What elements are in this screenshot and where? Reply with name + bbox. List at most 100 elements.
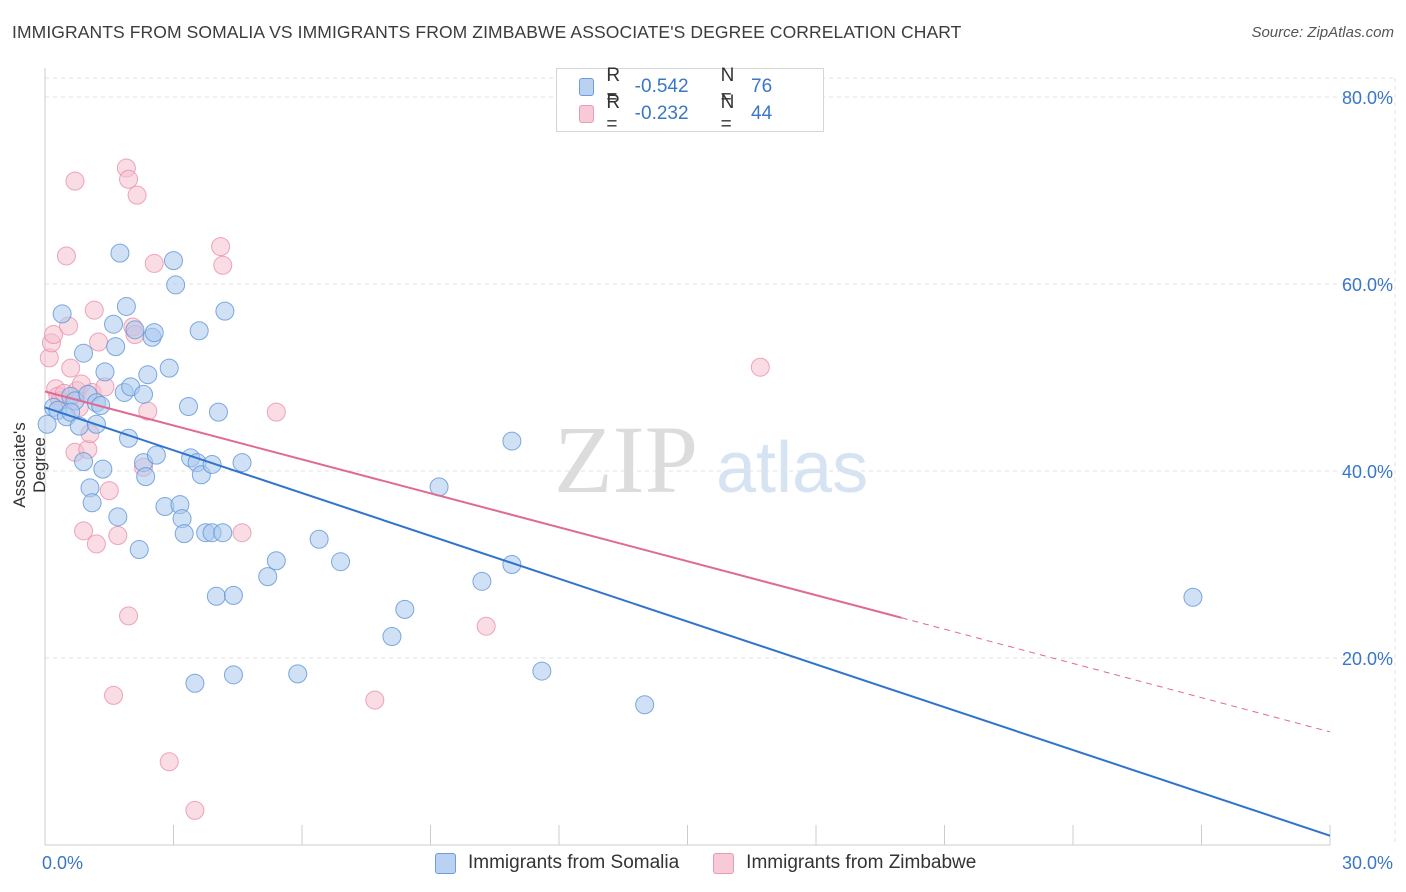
legend-n-value-zimbabwe: 44: [751, 103, 773, 124]
point-somalia: [164, 251, 183, 271]
point-somalia: [266, 551, 286, 571]
x-tick-label: 0.0%: [42, 853, 83, 873]
x-tick-label: 30.0%: [1342, 853, 1393, 873]
point-somalia: [146, 445, 166, 465]
legend-label-somalia: Immigrants from Somalia: [468, 852, 680, 873]
point-somalia: [110, 243, 130, 263]
point-zimbabwe: [74, 521, 94, 541]
point-zimbabwe: [86, 534, 106, 554]
legend-n-value-somalia: 76: [751, 76, 773, 97]
y-axis-label: Associate's Degree: [10, 422, 49, 508]
point-zimbabwe: [365, 690, 385, 710]
point-somalia: [74, 343, 94, 363]
point-zimbabwe: [44, 324, 64, 344]
point-somalia: [331, 552, 351, 572]
point-somalia: [532, 661, 552, 681]
y-tick-label: 40.0%: [1342, 462, 1393, 482]
y-tick-label: 60.0%: [1342, 275, 1393, 295]
point-somalia: [174, 524, 194, 544]
legend-r-label: R =: [606, 65, 621, 108]
legend-r-value-somalia: -0.542: [634, 76, 689, 97]
legend-item-zimbabwe: Immigrants from Zimbabwe: [713, 852, 976, 874]
watermark-zip: ZIP: [554, 406, 698, 513]
trend-line-somalia: [44, 406, 1331, 837]
point-zimbabwe: [213, 255, 233, 275]
point-somalia: [202, 454, 222, 474]
point-zimbabwe: [119, 169, 139, 189]
point-somalia: [472, 571, 492, 591]
point-somalia: [108, 507, 128, 527]
point-somalia: [382, 626, 402, 646]
point-somalia: [74, 452, 94, 472]
point-zimbabwe: [108, 526, 128, 546]
legend-item-somalia: Immigrants from Somalia: [435, 852, 679, 874]
trend-line-zimbabwe-extension: [901, 617, 1331, 733]
watermark-atlas: atlas: [716, 428, 868, 508]
point-somalia: [159, 358, 179, 378]
point-somalia: [502, 555, 522, 574]
legend-n-label: N =: [720, 65, 735, 108]
point-somalia: [635, 695, 655, 715]
series-somalia-points: [37, 243, 1203, 715]
point-somalia: [395, 599, 415, 619]
legend-row-somalia: R = -0.542 N = 76: [579, 65, 823, 108]
point-zimbabwe: [476, 616, 496, 636]
point-zimbabwe: [185, 800, 205, 820]
point-somalia: [166, 275, 186, 295]
source-label: Source: ZipAtlas.com: [1251, 24, 1394, 41]
watermark: ZIP atlas: [554, 406, 868, 513]
point-zimbabwe: [266, 402, 286, 422]
point-somalia: [136, 467, 156, 487]
legend-n-label: N =: [720, 92, 735, 135]
point-somalia: [502, 431, 522, 451]
legend-swatch-somalia: [435, 852, 456, 874]
chart-title: IMMIGRANTS FROM SOMALIA VS IMMIGRANTS FR…: [12, 22, 962, 42]
legend-swatch-zimbabwe: [713, 852, 735, 874]
point-zimbabwe: [84, 300, 104, 320]
point-somalia: [1183, 587, 1203, 607]
point-zimbabwe: [159, 752, 179, 772]
y-tick-label: 80.0%: [1342, 88, 1393, 108]
point-zimbabwe: [56, 246, 76, 266]
point-somalia: [213, 523, 233, 543]
point-somalia: [37, 414, 57, 434]
point-zimbabwe: [119, 606, 139, 626]
tick-labels: 20.0% 40.0% 60.0% 80.0% 0.0% 30.0%: [42, 88, 1393, 873]
legend-r-label: R =: [606, 92, 621, 135]
point-somalia: [288, 664, 308, 684]
trend-lines: [44, 390, 1331, 837]
point-somalia: [95, 362, 115, 382]
point-somalia: [223, 665, 243, 685]
legend-r-value-zimbabwe: -0.232: [634, 103, 689, 124]
stats-legend: R = -0.542 N = 76 R = -0.232 N = 44: [556, 65, 824, 135]
y-tick-label: 20.0%: [1342, 649, 1393, 669]
point-somalia: [215, 301, 235, 321]
series-zimbabwe-points: [39, 158, 770, 820]
point-somalia: [82, 493, 102, 513]
axes: [44, 68, 1331, 846]
point-somalia: [185, 673, 205, 693]
point-somalia: [106, 337, 126, 357]
point-zimbabwe: [232, 523, 252, 543]
point-somalia: [129, 540, 149, 560]
point-somalia: [189, 321, 209, 341]
point-somalia: [134, 384, 154, 404]
point-zimbabwe: [750, 357, 770, 377]
point-somalia: [309, 529, 329, 549]
series-legend: Immigrants from Somalia Immigrants from …: [435, 852, 1010, 874]
legend-label-zimbabwe: Immigrants from Zimbabwe: [746, 852, 977, 873]
point-somalia: [206, 586, 226, 606]
legend-swatch-somalia: [579, 78, 595, 96]
point-somalia: [104, 314, 124, 334]
point-somalia: [125, 320, 145, 340]
legend-row-zimbabwe: R = -0.232 N = 44: [579, 92, 823, 135]
point-zimbabwe: [144, 253, 164, 273]
point-zimbabwe: [89, 332, 109, 352]
point-somalia: [208, 402, 228, 422]
point-zimbabwe: [211, 237, 231, 257]
point-somalia: [138, 365, 158, 385]
point-somalia: [223, 585, 243, 605]
point-somalia: [52, 304, 72, 324]
point-somalia: [144, 323, 164, 343]
point-zimbabwe: [61, 358, 81, 378]
